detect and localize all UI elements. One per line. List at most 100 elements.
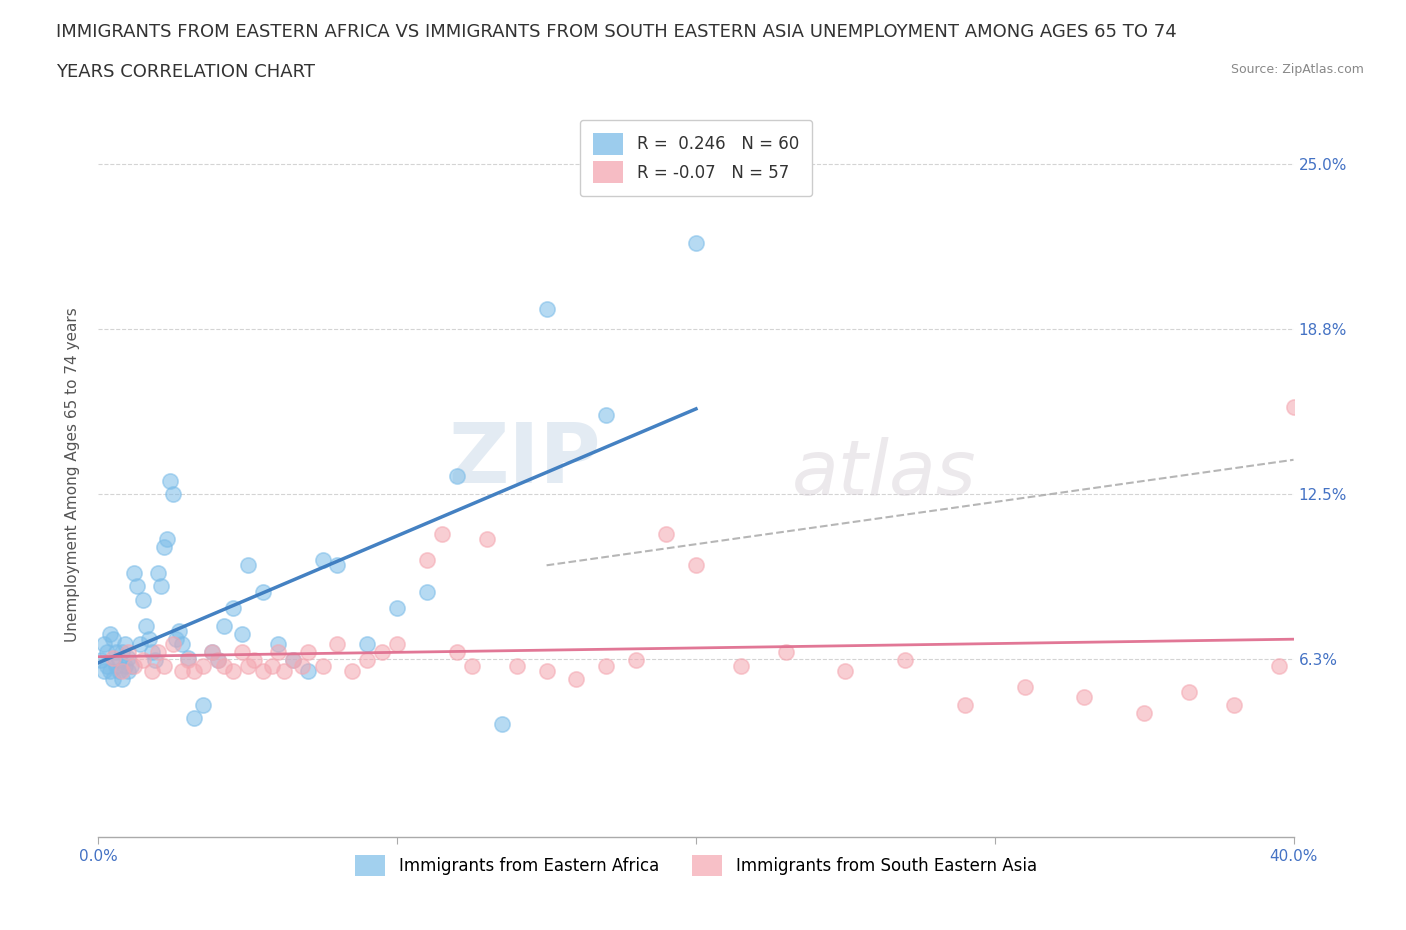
Point <box>148 565 170 580</box>
Text: atlas: atlas <box>792 437 976 512</box>
Point <box>356 653 378 668</box>
Point <box>201 644 224 659</box>
Point <box>141 644 163 659</box>
Text: Source: ZipAtlas.com: Source: ZipAtlas.com <box>1230 63 1364 76</box>
Point <box>565 671 588 686</box>
Point <box>138 631 160 646</box>
Legend: Immigrants from Eastern Africa, Immigrants from South Eastern Asia: Immigrants from Eastern Africa, Immigran… <box>349 848 1043 884</box>
Point <box>90 653 112 668</box>
Point <box>150 579 173 594</box>
Point <box>124 658 146 673</box>
Point <box>93 663 115 678</box>
Point <box>212 658 235 673</box>
Point <box>162 486 184 501</box>
Point <box>243 653 266 668</box>
Point <box>491 716 513 731</box>
Point <box>117 644 139 659</box>
Point <box>371 644 394 659</box>
Point <box>595 658 617 673</box>
Point <box>111 663 134 678</box>
Point <box>162 637 184 652</box>
Point <box>342 663 364 678</box>
Point <box>260 658 283 673</box>
Point <box>172 663 194 678</box>
Point <box>93 637 115 652</box>
Point <box>111 644 134 659</box>
Point <box>177 653 200 668</box>
Point <box>114 658 136 673</box>
Point <box>311 552 333 567</box>
Point <box>446 644 468 659</box>
Text: YEARS CORRELATION CHART: YEARS CORRELATION CHART <box>56 63 315 81</box>
Point <box>356 637 378 652</box>
Text: IMMIGRANTS FROM EASTERN AFRICA VS IMMIGRANTS FROM SOUTH EASTERN ASIA UNEMPLOYMEN: IMMIGRANTS FROM EASTERN AFRICA VS IMMIGR… <box>56 23 1177 41</box>
Point <box>894 653 917 668</box>
Point <box>273 663 295 678</box>
Point <box>132 592 155 607</box>
Point <box>105 644 128 659</box>
Point <box>159 473 181 488</box>
Point <box>191 698 214 712</box>
Point <box>143 653 166 668</box>
Point <box>156 531 179 546</box>
Point <box>655 526 678 541</box>
Point <box>207 653 229 668</box>
Point <box>297 663 319 678</box>
Point <box>98 663 122 678</box>
Point <box>231 627 253 642</box>
Point <box>1073 690 1095 705</box>
Point <box>129 637 152 652</box>
Point <box>148 644 170 659</box>
Point <box>446 468 468 483</box>
Point <box>191 658 214 673</box>
Point <box>1282 400 1305 415</box>
Point <box>111 671 134 686</box>
Point <box>96 644 118 659</box>
Point <box>385 600 409 615</box>
Point <box>1223 698 1246 712</box>
Point <box>231 644 253 659</box>
Point <box>153 658 176 673</box>
Point <box>416 584 439 599</box>
Point <box>685 558 707 573</box>
Point <box>385 637 409 652</box>
Point <box>252 584 274 599</box>
Point <box>236 658 259 673</box>
Point <box>267 644 290 659</box>
Point <box>117 650 139 665</box>
Point <box>1014 679 1036 694</box>
Point <box>117 663 139 678</box>
Point <box>132 653 155 668</box>
Point <box>536 302 558 317</box>
Point <box>685 236 707 251</box>
Point <box>127 579 149 594</box>
Point <box>141 663 163 678</box>
Point <box>201 644 224 659</box>
Point <box>326 558 349 573</box>
Point <box>506 658 529 673</box>
Point <box>98 627 122 642</box>
Point <box>311 658 333 673</box>
Point <box>626 653 648 668</box>
Point <box>281 653 304 668</box>
Point <box>153 539 176 554</box>
Point <box>108 663 131 678</box>
Point <box>172 637 194 652</box>
Point <box>103 671 125 686</box>
Point <box>953 698 976 712</box>
Point <box>430 526 453 541</box>
Point <box>167 624 190 639</box>
Point <box>183 711 205 725</box>
Point <box>105 658 128 673</box>
Point <box>834 663 856 678</box>
Point <box>461 658 484 673</box>
Point <box>207 653 229 668</box>
Point <box>536 663 558 678</box>
Point <box>267 637 290 652</box>
Point <box>281 653 304 668</box>
Point <box>222 663 245 678</box>
Point <box>1178 684 1201 699</box>
Point <box>595 407 617 422</box>
Point <box>135 618 157 633</box>
Point <box>775 644 797 659</box>
